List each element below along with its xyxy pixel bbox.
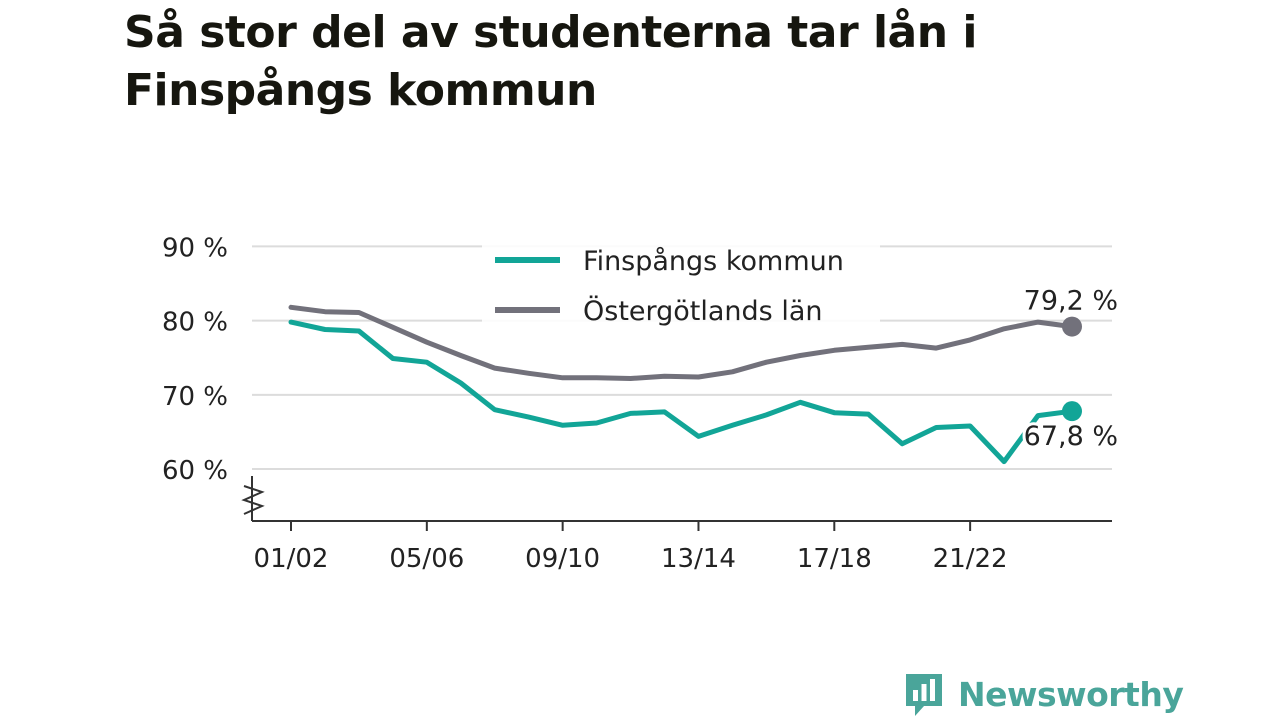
legend-label-finspang: Finspångs kommun (583, 246, 844, 277)
end-marker-finspang (1062, 401, 1082, 422)
y-tick-label: 90 % (162, 233, 228, 263)
chart-title: Så stor del av studenterna tar lån i Fin… (124, 7, 977, 116)
y-tick-label: 60 % (162, 456, 228, 486)
x-tick-label: 09/10 (525, 544, 600, 574)
end-label-finspang: 67,8 % (1024, 421, 1118, 452)
y-tick-label: 70 % (162, 382, 228, 412)
x-tick-label: 13/14 (661, 544, 736, 574)
end-marker-ostergotland (1062, 316, 1082, 337)
series-line-ostergotland (288, 304, 1075, 381)
x-tick-label: 01/02 (254, 544, 329, 574)
x-tick-label: 05/06 (389, 544, 464, 574)
legend-label-ostergotland: Östergötlands län (583, 295, 823, 327)
x-tick-label: 21/22 (933, 544, 1008, 574)
axis-break-icon (241, 485, 265, 515)
legend-background (482, 238, 880, 336)
bar-chart-speech-bubble-icon (906, 674, 942, 716)
brand-name: Newsworthy (958, 674, 1184, 714)
y-tick-label: 80 % (162, 308, 228, 338)
brand-logo: Newsworthy (902, 670, 1184, 718)
series-line-finspang (288, 319, 1075, 465)
end-label-ostergotland: 79,2 % (1024, 286, 1118, 317)
x-tick-label: 17/18 (797, 544, 872, 574)
